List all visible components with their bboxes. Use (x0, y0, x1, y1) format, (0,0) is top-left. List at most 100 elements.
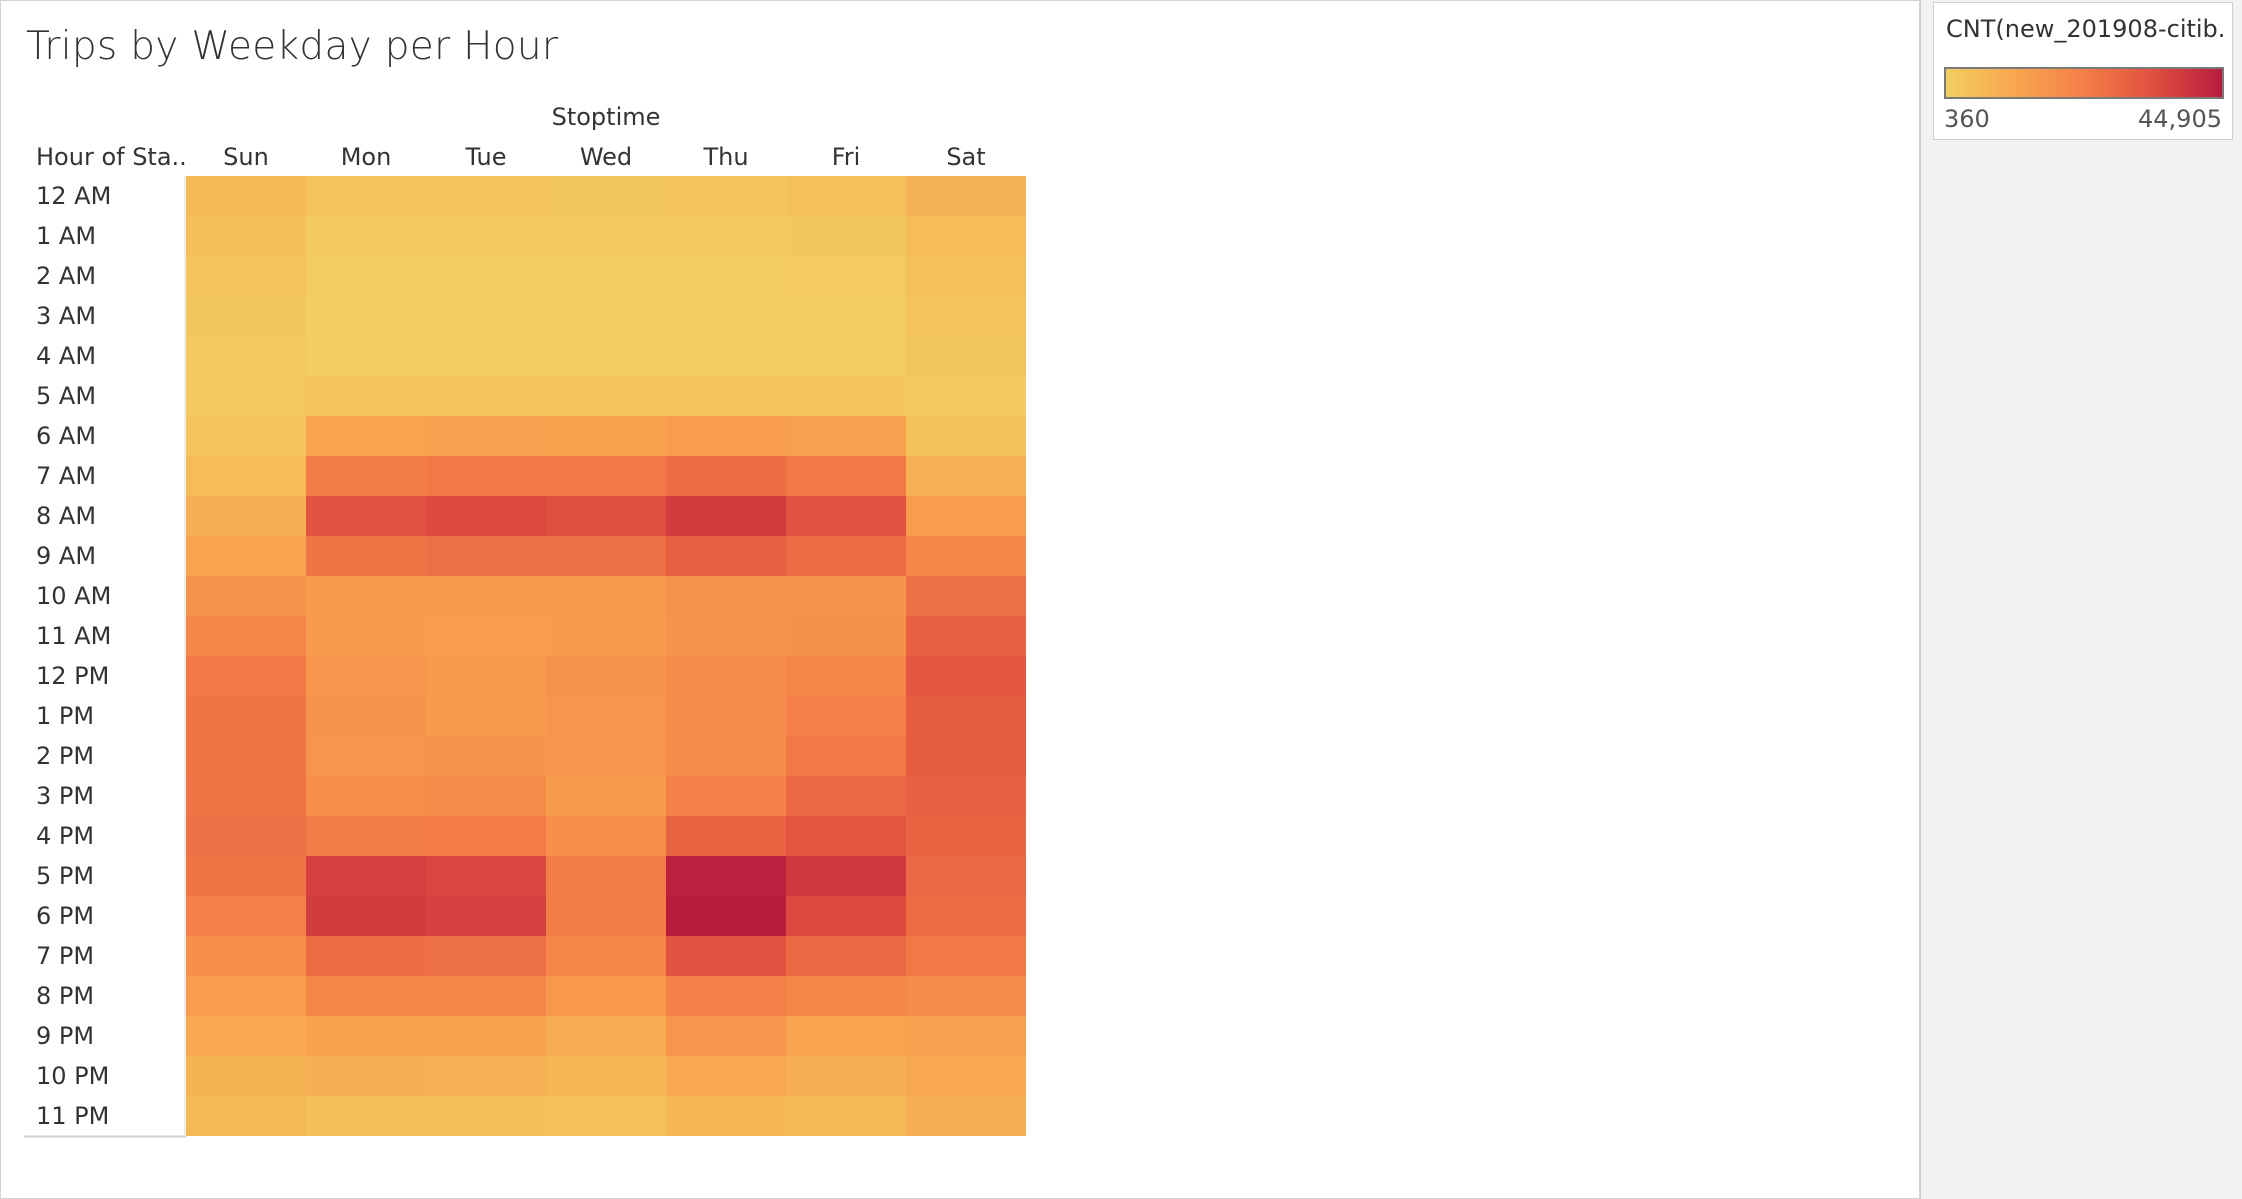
row-header[interactable]: 1 PM (36, 702, 95, 730)
heatmap-cell[interactable] (186, 296, 306, 336)
heatmap-cell[interactable] (906, 336, 1026, 376)
heatmap-cell[interactable] (426, 1096, 546, 1136)
heatmap-cell[interactable] (906, 496, 1026, 536)
heatmap-cell[interactable] (186, 376, 306, 416)
heatmap-cell[interactable] (786, 336, 906, 376)
heatmap-cell[interactable] (186, 496, 306, 536)
row-header[interactable]: 3 AM (36, 302, 97, 330)
heatmap-cell[interactable] (306, 576, 426, 616)
heatmap-cell[interactable] (546, 176, 666, 216)
heatmap-cell[interactable] (306, 896, 426, 936)
heatmap-cell[interactable] (906, 736, 1026, 776)
heatmap-cell[interactable] (666, 576, 786, 616)
heatmap-cell[interactable] (666, 1056, 786, 1096)
heatmap-cell[interactable] (426, 296, 546, 336)
heatmap-cell[interactable] (906, 1096, 1026, 1136)
row-header[interactable]: 7 PM (36, 942, 95, 970)
heatmap-cell[interactable] (306, 1016, 426, 1056)
heatmap-cell[interactable] (546, 296, 666, 336)
heatmap-cell[interactable] (306, 1056, 426, 1096)
column-header[interactable]: Tue (465, 143, 507, 171)
heatmap-cell[interactable] (786, 1096, 906, 1136)
heatmap-cell[interactable] (426, 536, 546, 576)
heatmap-cell[interactable] (666, 1096, 786, 1136)
heatmap-cell[interactable] (786, 176, 906, 216)
heatmap-cell[interactable] (906, 816, 1026, 856)
row-header[interactable]: 6 AM (36, 422, 97, 450)
heatmap-cell[interactable] (306, 656, 426, 696)
row-header[interactable]: 2 AM (36, 262, 97, 290)
heatmap-cell[interactable] (906, 216, 1026, 256)
column-header[interactable]: Sat (946, 143, 986, 171)
heatmap-cell[interactable] (306, 856, 426, 896)
heatmap-cell[interactable] (666, 496, 786, 536)
heatmap-cell[interactable] (186, 416, 306, 456)
heatmap-cell[interactable] (426, 216, 546, 256)
heatmap-cell[interactable] (186, 776, 306, 816)
heatmap-cell[interactable] (306, 376, 426, 416)
heatmap-cell[interactable] (546, 856, 666, 896)
heatmap-cell[interactable] (186, 656, 306, 696)
row-header[interactable]: 6 PM (36, 902, 95, 930)
column-header[interactable]: Sun (223, 143, 269, 171)
heatmap-cell[interactable] (546, 696, 666, 736)
heatmap-cell[interactable] (306, 1096, 426, 1136)
heatmap-cell[interactable] (306, 256, 426, 296)
column-header[interactable]: Thu (703, 143, 749, 171)
heatmap-cell[interactable] (786, 816, 906, 856)
heatmap-cell[interactable] (546, 496, 666, 536)
row-header[interactable]: 8 PM (36, 982, 95, 1010)
heatmap-cell[interactable] (426, 496, 546, 536)
heatmap-cell[interactable] (546, 216, 666, 256)
heatmap-cell[interactable] (666, 296, 786, 336)
heatmap-cell[interactable] (546, 776, 666, 816)
row-header[interactable]: 3 PM (36, 782, 95, 810)
row-header[interactable]: 11 PM (36, 1102, 110, 1130)
heatmap-cell[interactable] (186, 536, 306, 576)
heatmap-cell[interactable] (186, 256, 306, 296)
row-header[interactable]: 11 AM (36, 622, 112, 650)
heatmap-cell[interactable] (306, 736, 426, 776)
heatmap-cell[interactable] (306, 416, 426, 456)
heatmap-cell[interactable] (546, 816, 666, 856)
heatmap-cell[interactable] (426, 976, 546, 1016)
heatmap-cell[interactable] (666, 896, 786, 936)
heatmap-cell[interactable] (546, 336, 666, 376)
row-header[interactable]: 7 AM (36, 462, 97, 490)
heatmap-cell[interactable] (786, 896, 906, 936)
heatmap-cell[interactable] (546, 896, 666, 936)
heatmap-cell[interactable] (426, 856, 546, 896)
heatmap-cell[interactable] (786, 696, 906, 736)
heatmap-cell[interactable] (906, 976, 1026, 1016)
heatmap-cell[interactable] (906, 1016, 1026, 1056)
row-header[interactable]: 4 PM (36, 822, 95, 850)
heatmap-cell[interactable] (186, 1016, 306, 1056)
heatmap-cell[interactable] (546, 616, 666, 656)
heatmap-cell[interactable] (666, 656, 786, 696)
heatmap-cell[interactable] (426, 1016, 546, 1056)
heatmap-cell[interactable] (786, 456, 906, 496)
heatmap-cell[interactable] (666, 536, 786, 576)
heatmap-cell[interactable] (306, 696, 426, 736)
heatmap-cell[interactable] (786, 496, 906, 536)
heatmap-cell[interactable] (546, 1096, 666, 1136)
row-header[interactable]: 2 PM (36, 742, 95, 770)
heatmap-cell[interactable] (906, 776, 1026, 816)
heatmap-cell[interactable] (426, 816, 546, 856)
heatmap-cell[interactable] (786, 976, 906, 1016)
heatmap-cell[interactable] (786, 776, 906, 816)
heatmap-cell[interactable] (906, 176, 1026, 216)
row-header[interactable]: 12 PM (36, 662, 110, 690)
row-header[interactable]: 9 AM (36, 542, 97, 570)
heatmap-cell[interactable] (426, 1056, 546, 1096)
heatmap-cell[interactable] (426, 616, 546, 656)
heatmap-cell[interactable] (666, 1016, 786, 1056)
heatmap-cell[interactable] (306, 536, 426, 576)
heatmap-cell[interactable] (666, 976, 786, 1016)
heatmap-cell[interactable] (786, 856, 906, 896)
heatmap-cell[interactable] (666, 456, 786, 496)
heatmap-cell[interactable] (906, 896, 1026, 936)
heatmap-cell[interactable] (546, 1056, 666, 1096)
heatmap-cell[interactable] (666, 776, 786, 816)
heatmap-cell[interactable] (306, 616, 426, 656)
